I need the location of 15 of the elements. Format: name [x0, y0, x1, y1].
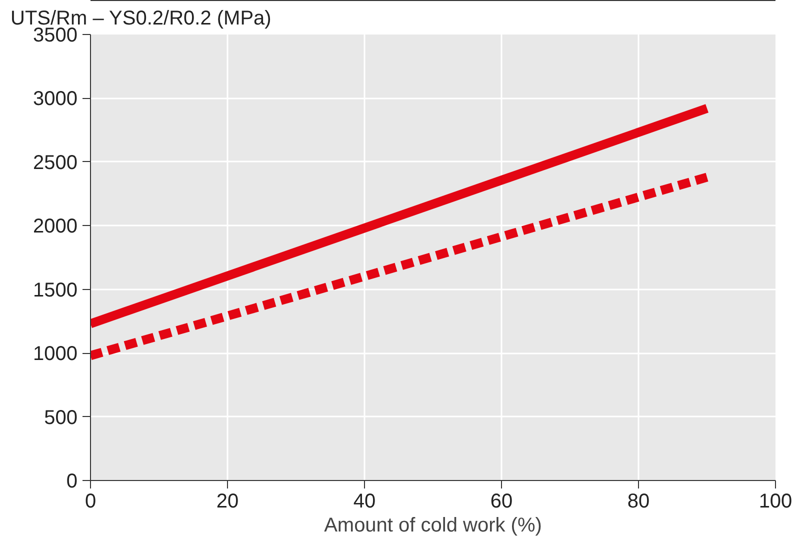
y-tick-label: 2500	[33, 152, 78, 174]
y-tick-label: 1500	[33, 279, 78, 302]
x-axis-title: Amount of cold work (%)	[324, 514, 542, 536]
x-tick-label: 80	[627, 490, 650, 512]
y-tick-label: 3000	[33, 88, 78, 110]
y-tick-label: 0	[66, 470, 78, 492]
x-tick-label: 20	[216, 490, 239, 512]
x-tick-label: 0	[84, 490, 96, 512]
x-tick-label: 100	[758, 490, 792, 512]
y-tick-label: 1000	[33, 343, 78, 366]
x-tick-label: 60	[490, 490, 513, 512]
y-tick-label: 2000	[33, 216, 78, 238]
y-tick-label: 500	[44, 406, 78, 429]
x-tick-label: 40	[353, 490, 376, 512]
y-tick-label: 3500	[33, 24, 78, 46]
